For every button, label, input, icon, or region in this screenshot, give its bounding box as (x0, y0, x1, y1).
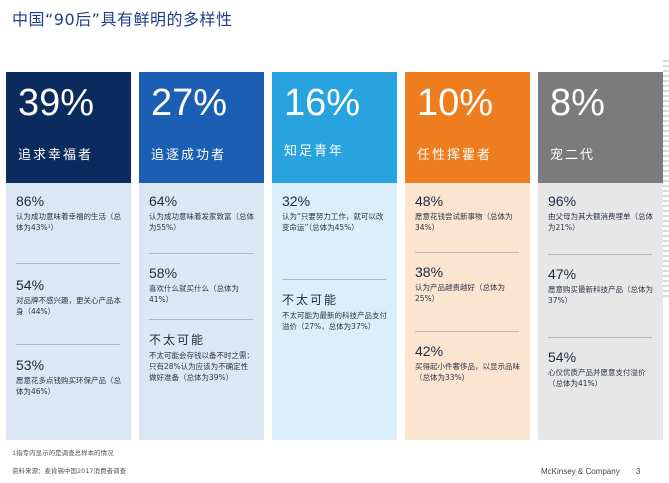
page-edge-decoration (663, 60, 669, 300)
stat-item-unlikely: 不太可能 不太可能会存钱以备不时之需：只有28%认为应该为不确定性做好准备（总体… (149, 331, 255, 383)
segment-body: 32% 认为“只要努力工作，就可以改变命运”（总体为45%） 不太可能 不太可能… (272, 183, 397, 440)
stat-description: 由父母为其大额消费埋单（总体为21%） (548, 212, 653, 232)
segment-header: 27% 追逐成功者 (139, 72, 264, 183)
stat-description: 认为成功意味着发家致富（总体为55%） (149, 212, 254, 232)
stat-item: 64% 认为成功意味着发家致富（总体为55%） (149, 193, 255, 233)
segment-label: 追逐成功者 (151, 148, 227, 163)
segment-body: 86% 认为成功意味着幸福的生活（总体为43%¹） 54% 对品牌不感兴趣，更关… (6, 183, 131, 440)
segment-label: 任性挥霍者 (417, 148, 493, 163)
stat-item: 32% 认为“只要努力工作，就可以改变命运”（总体为45%） (282, 193, 388, 233)
segment-label: 知足青年 (284, 144, 345, 159)
segment-header: 16% 知足青年 (272, 72, 397, 183)
segment-label: 宠二代 (550, 148, 596, 163)
stat-value: 38% (415, 264, 444, 280)
segment-column-success-chasers: 27% 追逐成功者 64% 认为成功意味着发家致富（总体为55%） 58% 喜欢… (139, 72, 264, 440)
segment-body: 64% 认为成功意味着发家致富（总体为55%） 58% 喜欢什么就买什么（总体为… (139, 183, 264, 440)
segment-header: 8% 宠二代 (538, 72, 663, 183)
stat-item-unlikely: 不太可能 不太可能为最新的科技产品支付溢价（27%，总体为37%） (282, 291, 388, 332)
stat-item: 48% 愿意花钱尝试新事物（总体为34%） (415, 193, 521, 233)
divider (415, 331, 519, 332)
stat-description: 心仪优质产品并愿意支付溢价（总体为41%） (548, 368, 646, 388)
segment-percent: 16% (284, 82, 361, 124)
stat-value: 48% (415, 193, 444, 209)
stat-description: 认为成功意味着幸福的生活（总体为43%¹） (16, 212, 121, 232)
stat-item: 54% 心仪优质产品并愿意支付溢价（总体为41%） (548, 349, 654, 389)
stat-item: 42% 买得起小件奢侈品，以显示品味（总体为33%） (415, 343, 521, 383)
stat-value: 53% (16, 357, 45, 373)
segment-header: 39% 追求幸福者 (6, 72, 131, 183)
stat-item: 53% 愿意花多点钱购买环保产品（总体为46%） (16, 357, 122, 397)
stat-item: 38% 认为产品越贵越好（总体为25%） (415, 264, 521, 304)
stat-value: 86% (16, 193, 45, 209)
stat-value: 96% (548, 193, 577, 209)
divider (548, 254, 652, 255)
segment-body: 96% 由父母为其大额消费埋单（总体为21%） 47% 愿意购买最新科技产品（总… (538, 183, 663, 440)
segment-column-happiness-seekers: 39% 追求幸福者 86% 认为成功意味着幸福的生活（总体为43%¹） 54% … (6, 72, 131, 440)
stat-description: 不太可能会存钱以备不时之需：只有28%认为应该为不确定性做好准备（总体为39%） (149, 351, 254, 382)
stat-item: 58% 喜欢什么就买什么（总体为41%） (149, 265, 255, 305)
divider (149, 319, 253, 320)
unlikely-heading: 不太可能 (282, 293, 339, 307)
divider (16, 263, 120, 264)
segment-column-content-youth: 16% 知足青年 32% 认为“只要努力工作，就可以改变命运”（总体为45%） … (272, 72, 397, 440)
divider (16, 344, 120, 345)
divider (282, 279, 386, 280)
divider (149, 253, 253, 254)
stat-item: 54% 对品牌不感兴趣，更关心产品本身（44%） (16, 277, 122, 317)
stat-description: 不太可能为最新的科技产品支付溢价（27%，总体为37%） (282, 311, 387, 331)
stat-description: 愿意花钱尝试新事物（总体为34%） (415, 212, 513, 232)
stat-item: 96% 由父母为其大额消费埋单（总体为21%） (548, 193, 654, 233)
stat-value: 54% (548, 349, 577, 365)
stat-description: 喜欢什么就买什么（总体为41%） (149, 284, 239, 304)
divider (415, 252, 519, 253)
segment-percent: 27% (151, 82, 228, 124)
stat-item: 47% 愿意购买最新科技产品（总体为37%） (548, 266, 654, 306)
segment-percent: 39% (18, 82, 95, 124)
segment-percent: 10% (417, 82, 494, 124)
stat-value: 54% (16, 277, 45, 293)
stat-description: 愿意花多点钱购买环保产品（总体为46%） (16, 376, 121, 396)
segment-header: 10% 任性挥霍者 (405, 72, 530, 183)
stat-description: 愿意购买最新科技产品（总体为37%） (548, 285, 653, 305)
footnote: 1指专内显示的是调查总样本的情况 (12, 449, 114, 457)
segment-label: 追求幸福者 (18, 148, 94, 163)
stat-description: 认为“只要努力工作，就可以改变命运”（总体为45%） (282, 212, 384, 232)
stat-description: 认为产品越贵越好（总体为25%） (415, 283, 505, 303)
segment-percent: 8% (550, 82, 605, 124)
stat-item: 86% 认为成功意味着幸福的生活（总体为43%¹） (16, 193, 122, 233)
stat-value: 32% (282, 193, 311, 209)
unlikely-heading: 不太可能 (149, 333, 206, 347)
page-title: 中国“90后”具有鲜明的多样性 (12, 10, 233, 29)
divider (548, 337, 652, 338)
segment-body: 48% 愿意花钱尝试新事物（总体为34%） 38% 认为产品越贵越好（总体为25… (405, 183, 530, 440)
stat-description: 买得起小件奢侈品，以显示品味（总体为33%） (415, 362, 520, 382)
source-note: 资料来源：麦肯锡中国2017消费者调查 (12, 467, 127, 475)
segment-column-pampered-generation: 8% 宠二代 96% 由父母为其大额消费埋单（总体为21%） 47% 愿意购买最… (538, 72, 663, 440)
page-number: 3 (636, 467, 641, 476)
brand-name: McKinsey & Company (541, 467, 620, 476)
stat-value: 58% (149, 265, 178, 281)
segment-column-free-spenders: 10% 任性挥霍者 48% 愿意花钱尝试新事物（总体为34%） 38% 认为产品… (405, 72, 530, 440)
stat-description: 对品牌不感兴趣，更关心产品本身（44%） (16, 296, 121, 316)
stat-value: 64% (149, 193, 178, 209)
stat-value: 42% (415, 343, 444, 359)
stat-value: 47% (548, 266, 577, 282)
